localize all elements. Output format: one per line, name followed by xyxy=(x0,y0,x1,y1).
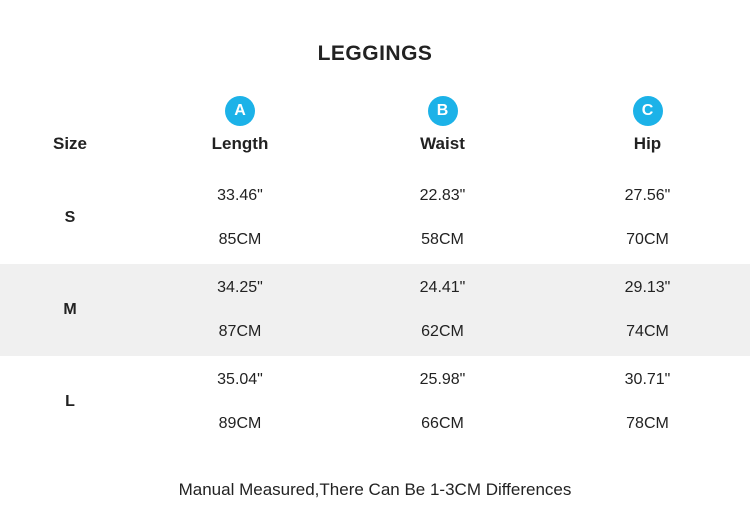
value-cm: 87CM xyxy=(218,323,262,340)
value-cm: 78CM xyxy=(626,415,669,432)
column-header-size: Size xyxy=(52,134,88,153)
measurement-disclaimer: Manual Measured,There Can Be 1-3CM Diffe… xyxy=(178,480,572,499)
table-row-m: M 34.25" 87CM 24.41" 62CM 29.13" 74CM xyxy=(0,264,750,356)
cell-l-hip: 30.71" 78CM xyxy=(545,356,750,448)
badge-b-icon: B xyxy=(427,96,458,126)
cell-l-waist: 25.98" 66CM xyxy=(340,356,545,448)
cell-m-length: 34.25" 87CM xyxy=(140,264,340,356)
value-inches: 35.04" xyxy=(217,371,263,388)
badge-a-icon: A xyxy=(225,96,255,126)
column-header-length: Length xyxy=(211,134,269,153)
table-row-s: S 33.46" 85CM 22.83" 58CM 27.56" 70CM xyxy=(0,172,750,264)
value-cm: 85CM xyxy=(218,231,262,248)
column-header-waist: Waist xyxy=(420,134,465,153)
badge-cell-waist: B xyxy=(340,94,545,126)
page-title: LEGGINGS xyxy=(317,42,433,65)
badge-cell-hip: C xyxy=(545,94,750,126)
size-label: M xyxy=(63,301,77,318)
size-header-spacer xyxy=(0,94,140,126)
value-cm: 62CM xyxy=(421,323,464,340)
value-inches: 29.13" xyxy=(624,279,671,296)
size-label: S xyxy=(64,209,76,226)
column-header-hip: Hip xyxy=(633,134,662,153)
size-label: L xyxy=(65,393,75,410)
value-cm: 58CM xyxy=(421,231,464,248)
cell-m-waist: 24.41" 62CM xyxy=(340,264,545,356)
badge-cell-length: A xyxy=(140,94,340,126)
badge-c-icon: C xyxy=(632,96,663,126)
cell-l-length: 35.04" 89CM xyxy=(140,356,340,448)
cell-s-waist: 22.83" 58CM xyxy=(340,172,545,264)
value-cm: 89CM xyxy=(218,415,262,432)
value-inches: 33.46" xyxy=(217,187,263,204)
value-inches: 25.98" xyxy=(419,371,466,388)
cell-s-length: 33.46" 85CM xyxy=(140,172,340,264)
cell-m-hip: 29.13" 74CM xyxy=(545,264,750,356)
value-cm: 74CM xyxy=(626,323,669,340)
table-row-l: L 35.04" 89CM 25.98" 66CM 30.71" 78CM xyxy=(0,356,750,448)
value-inches: 34.25" xyxy=(217,279,263,296)
value-cm: 70CM xyxy=(626,231,669,248)
size-chart-header: A B C Size Length Waist Hip xyxy=(0,94,750,172)
value-inches: 24.41" xyxy=(419,279,466,296)
value-inches: 30.71" xyxy=(624,371,671,388)
value-inches: 27.56" xyxy=(624,187,671,204)
value-cm: 66CM xyxy=(421,415,464,432)
value-inches: 22.83" xyxy=(419,187,466,204)
cell-s-hip: 27.56" 70CM xyxy=(545,172,750,264)
